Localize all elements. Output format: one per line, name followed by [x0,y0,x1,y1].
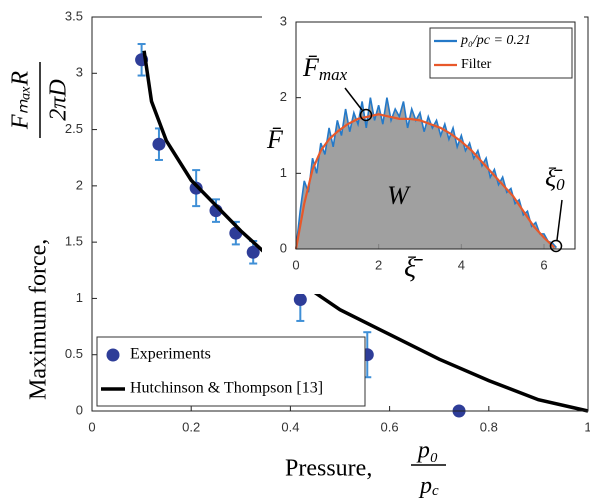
annotation-sub: 0 [556,175,565,194]
legend-label: Hutchinson & Thompson [13] [130,380,323,397]
legend-box [96,336,366,407]
legend-label: Filter [461,57,492,72]
y-tick-label: 2 [280,89,287,104]
y-tick-label: 0 [280,240,287,255]
x-label-numerator: p₀ [416,438,438,464]
y-label: F̄ [266,125,284,154]
annotation-marker [549,239,563,253]
y-tick-label: 3.5 [65,8,83,23]
legend-label: p₀/pc = 0.21 [460,33,531,48]
x-tick-label: 0 [88,419,95,434]
x-label: Pressure, [285,456,372,482]
data-point [152,137,166,151]
data-point [189,181,203,195]
y-tick-label: 2 [76,177,83,192]
legend-label: Experiments [130,346,211,363]
annotation-arrow [344,87,363,111]
data-point [246,245,260,259]
x-label-denominator-sub: c [432,483,439,499]
legend-box [429,27,573,79]
annotation: F̄ [302,53,320,82]
x-label-denominator: pc [418,473,439,500]
y-label-denominator: 2πD [46,79,72,120]
x-tick-label: 0 [292,257,299,272]
signal-line [294,113,556,250]
work-area [296,97,557,250]
y-label: Maximum force, [26,239,52,400]
x-tick-label: 1 [584,419,590,434]
x-tick-label: 0.8 [480,419,498,434]
y-tick-label: 2.5 [65,121,83,136]
y-tick-label: 0 [76,402,83,417]
annotation: F̄max [302,53,348,84]
x-tick-label: 0.6 [381,419,399,434]
y-tick-label: 3 [76,65,83,80]
annotation: W [387,181,411,210]
y-tick-label: 1.5 [65,234,83,249]
x-tick-label: 4 [458,257,465,272]
annotation-sub: max [319,65,348,84]
data-point [293,293,307,307]
y-tick-label: 1 [76,290,83,305]
annotation-marker [359,108,373,122]
y-label-numerator: FₘₐₓR [8,71,34,130]
x-tick-label: 2 [375,257,382,272]
axes-frame [295,21,576,250]
annotation-arrow [556,199,563,241]
legend: p₀/pc = 0.21 Filter [429,27,573,79]
y-tick-label: 1 [280,165,287,180]
legend-swatch [106,348,120,362]
x-tick-label: 0.2 [182,419,200,434]
y-tick-label: 3 [280,13,287,28]
y-axis-title: Maximum force, FₘₐₓR 2πD [8,62,72,400]
x-label-denominator: p [418,473,432,499]
y-tick-label: 0.5 [65,346,83,361]
x-tick-label: 0.4 [281,419,299,434]
legend: Experiments Hutchinson & Thompson [13] [96,336,366,407]
x-tick-label: 6 [540,257,547,272]
